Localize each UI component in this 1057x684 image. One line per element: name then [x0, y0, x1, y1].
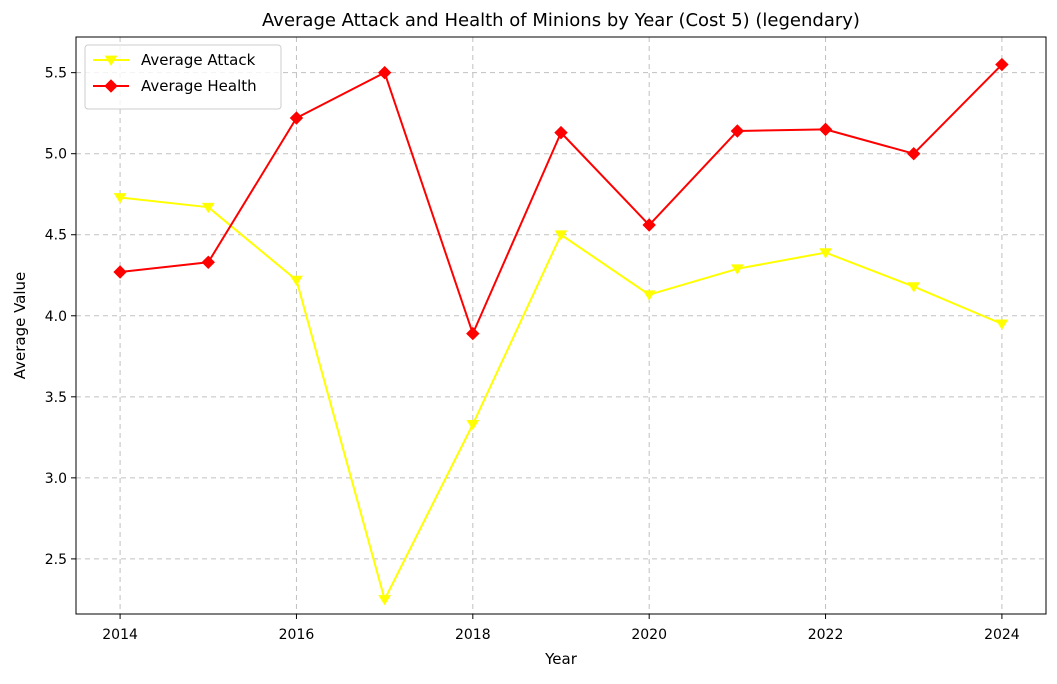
data-point: [907, 146, 921, 161]
data-point: [642, 290, 656, 301]
data-point: [466, 326, 480, 341]
legend-item: Average Attack: [93, 51, 256, 69]
series-average-health: [113, 57, 1009, 341]
x-tick-label: 2018: [455, 627, 491, 643]
data-point: [730, 264, 744, 275]
y-tick-label: 5.5: [45, 66, 67, 82]
data-point: [113, 193, 127, 204]
data-point: [377, 65, 392, 80]
data-point: [201, 202, 215, 214]
legend-marker: [104, 79, 118, 93]
x-tick-label: 2020: [631, 627, 667, 643]
legend: Average Attack Average Health: [84, 44, 282, 110]
data-point: [642, 218, 656, 232]
axis-ticks: 2014 2016 2018 2020 2022 2024 2.5 3.0 3.5 4.0 4.5 5…: [45, 66, 1020, 643]
data-point: [378, 595, 392, 606]
x-tick-label: 2014: [102, 627, 138, 643]
legend-box: [84, 44, 282, 110]
x-tick-label: 2016: [279, 627, 315, 643]
y-tick-label: 5.0: [45, 147, 67, 163]
data-point: [995, 319, 1009, 330]
x-tick-label: 2022: [808, 627, 844, 643]
data-point: [290, 275, 303, 287]
grid: [76, 37, 1046, 614]
legend-item: Average Health: [93, 77, 257, 95]
legend-label: Average Health: [141, 77, 257, 95]
y-tick-label: 3.0: [45, 471, 67, 487]
series-line: [119, 196, 1003, 601]
series-average-attack: [113, 193, 1009, 606]
y-tick-label: 3.5: [45, 390, 67, 406]
y-tick-label: 2.5: [45, 552, 67, 568]
y-axis-label: Average Value: [11, 272, 29, 380]
data-point: [818, 122, 833, 137]
data-point: [113, 265, 127, 279]
data-point: [466, 420, 480, 431]
x-axis-label: Year: [544, 650, 578, 668]
data-point: [201, 255, 215, 269]
plot-frame: [75, 36, 1047, 615]
data-point: [907, 282, 921, 293]
series-layer: [113, 57, 1009, 606]
legend-label: Average Attack: [141, 51, 256, 69]
data-point: [554, 125, 568, 140]
chart-title: Average Attack and Health of Minions by …: [262, 10, 860, 31]
legend-marker: [104, 55, 118, 66]
data-point: [730, 124, 745, 138]
y-tick-label: 4.0: [45, 309, 67, 325]
data-point: [819, 248, 832, 259]
data-point: [554, 230, 568, 241]
data-point: [289, 111, 304, 125]
x-tick-label: 2024: [984, 627, 1020, 643]
data-point: [995, 57, 1009, 72]
y-tick-label: 4.5: [45, 228, 67, 244]
